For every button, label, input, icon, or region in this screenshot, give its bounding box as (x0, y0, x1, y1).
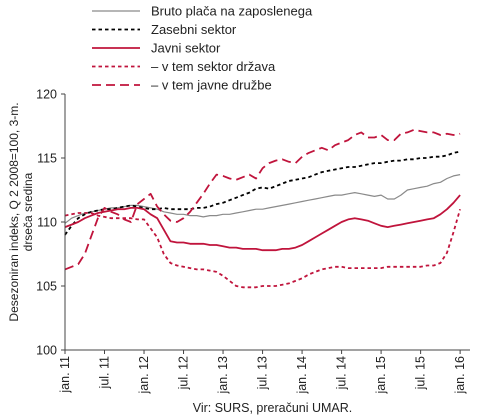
x-tick-label: jan. 14 (295, 356, 309, 395)
y-tick-label: 115 (37, 152, 57, 166)
legend-label: Zasebni sektor (151, 22, 237, 37)
y-tick-label: 105 (36, 280, 57, 294)
x-tick-label: jul. 12 (177, 356, 191, 390)
series-line-javni-sektor (64, 194, 461, 252)
x-tick-label: jul. 13 (256, 356, 270, 390)
x-tick-label: jan. 15 (374, 356, 388, 395)
y-tick-label: 100 (36, 344, 57, 358)
x-tick-label: jan. 11 (58, 356, 72, 394)
x-tick-label: jul. 15 (414, 356, 428, 390)
legend-label: Bruto plača na zaposlenega (151, 4, 313, 19)
series-line-v-tem-sektor-dr-ava (64, 208, 461, 289)
x-tick-label: jan. 16 (453, 356, 467, 395)
x-tick-label: jul. 14 (335, 356, 349, 390)
y-axis-ticks: 100 105 110 115 120 (36, 88, 65, 358)
x-axis-ticks: jan. 11 jul. 11 jan. 12 jul. 12 jan. 13 jul. … (58, 350, 467, 395)
series-line-v-tem-javne-dru-be (64, 128, 461, 271)
series-line-bruto-pla-a-na-zaposlenega (64, 174, 461, 224)
x-tick-label: jan. 13 (216, 356, 230, 395)
y-tick-label: 120 (36, 88, 57, 102)
y-axis-label-line: Desezoniran indeks, Q 2 2008=100, 3-m. (7, 102, 21, 321)
x-tick-label: jul. 11 (98, 356, 112, 389)
y-tick-label: 110 (37, 216, 57, 230)
y-axis-label-line: drseča sredina (21, 172, 35, 251)
legend-label: – v tem javne družbe (151, 78, 272, 93)
series-line-zasebni-sektor (64, 150, 461, 236)
series-lines (64, 128, 461, 289)
legend-label: – v tem sektor država (151, 59, 276, 74)
y-axis-label: Desezoniran indeks, Q 2 2008=100, 3-m.dr… (7, 102, 35, 321)
source-note: Vir: SURS, preračuni UMAR. (193, 401, 353, 415)
x-tick-label: jan. 12 (137, 356, 151, 395)
chart-legend: Bruto plača na zaposlenega Zasebni sektor… (92, 4, 313, 93)
legend-label: Javni sektor (151, 41, 221, 56)
